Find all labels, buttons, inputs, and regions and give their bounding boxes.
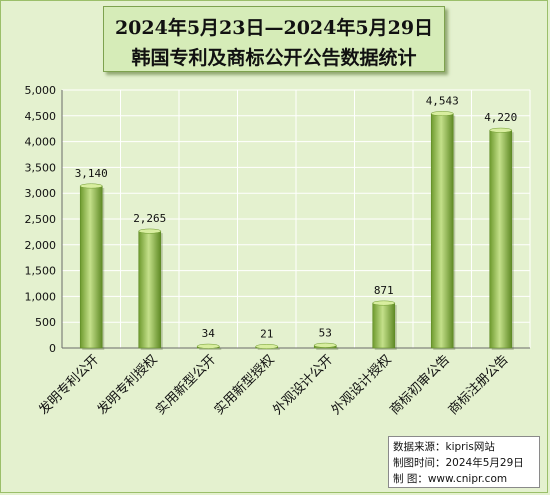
source-line-data: 数据来源：kipris网站 xyxy=(393,441,495,453)
bar-top xyxy=(314,342,337,348)
x-axis-ticks: 发明专利公开发明专利授权实用新型公开实用新型授权外观设计公开外观设计授权商标初审… xyxy=(36,352,512,418)
data-label: 3,140 xyxy=(75,167,108,180)
bar-top xyxy=(197,343,220,349)
y-tick-label: 2,000 xyxy=(25,239,57,252)
chart-title-line1: 2024年5月23日—2024年5月29日 xyxy=(114,17,434,39)
bar xyxy=(372,302,396,349)
data-labels: 3,140 2,265 34 21 53 871 4,543 4,220 xyxy=(75,95,518,341)
bar xyxy=(430,113,454,349)
x-tick-label: 实用新型授权 xyxy=(211,352,277,418)
data-label: 34 xyxy=(202,327,216,340)
x-tick-label: 商标注册公告 xyxy=(446,352,512,418)
y-axis-ticks: 0 500 1,000 1,500 2,000 2,500 3,000 3,500 4,000 4… xyxy=(25,84,57,355)
y-tick-label: 500 xyxy=(35,316,56,329)
source-note: 数据来源：kipris网站 制图时间：2024年5月29日 制 图：www.cn… xyxy=(388,436,540,488)
data-label: 21 xyxy=(260,328,273,341)
x-tick-label: 外观设计授权 xyxy=(328,352,394,418)
bar-shadow xyxy=(316,347,339,350)
bar xyxy=(138,230,162,349)
chart-title-line2: 韩国专利及商标公开公告数据统计 xyxy=(131,47,417,69)
y-tick-label: 2,500 xyxy=(25,213,57,226)
bar xyxy=(489,129,513,349)
bar-top xyxy=(80,183,103,189)
data-label: 4,220 xyxy=(484,111,517,124)
bar-top xyxy=(431,111,454,117)
bar xyxy=(79,185,103,349)
y-tick-label: 1,500 xyxy=(25,265,57,278)
y-tick-label: 4,500 xyxy=(25,110,57,123)
data-label: 53 xyxy=(319,326,332,339)
bar-shadow xyxy=(199,348,222,350)
grid-lines xyxy=(61,89,531,349)
x-tick-label: 商标初审公告 xyxy=(387,352,453,418)
data-label: 871 xyxy=(374,284,394,297)
source-line-author: 制 图：www.cnipr.com xyxy=(393,473,508,485)
bar-shadow xyxy=(257,348,280,350)
bar-top xyxy=(489,127,512,133)
bar-top xyxy=(255,344,278,349)
y-tick-label: 3,500 xyxy=(25,161,57,174)
bar-top xyxy=(372,300,395,306)
y-tick-label: 5,000 xyxy=(25,84,57,97)
chart-title-box: 2024年5月23日—2024年5月29日 韩国专利及商标公开公告数据统计 xyxy=(103,6,445,72)
y-tick-label: 1,000 xyxy=(25,290,57,303)
x-tick-label: 发明专利授权 xyxy=(94,352,160,418)
y-tick-label: 0 xyxy=(49,342,56,355)
data-label: 4,543 xyxy=(426,95,459,108)
bar-top xyxy=(138,228,161,234)
y-tick-label: 3,000 xyxy=(25,187,57,200)
source-line-date: 制图时间：2024年5月29日 xyxy=(393,457,524,469)
x-tick-label: 实用新型公开 xyxy=(153,352,219,418)
x-tick-label: 发明专利公开 xyxy=(36,352,102,418)
bars xyxy=(79,111,514,350)
x-tick-label: 外观设计公开 xyxy=(270,352,336,418)
y-tick-label: 4,000 xyxy=(25,136,57,149)
data-label: 2,265 xyxy=(133,212,166,225)
